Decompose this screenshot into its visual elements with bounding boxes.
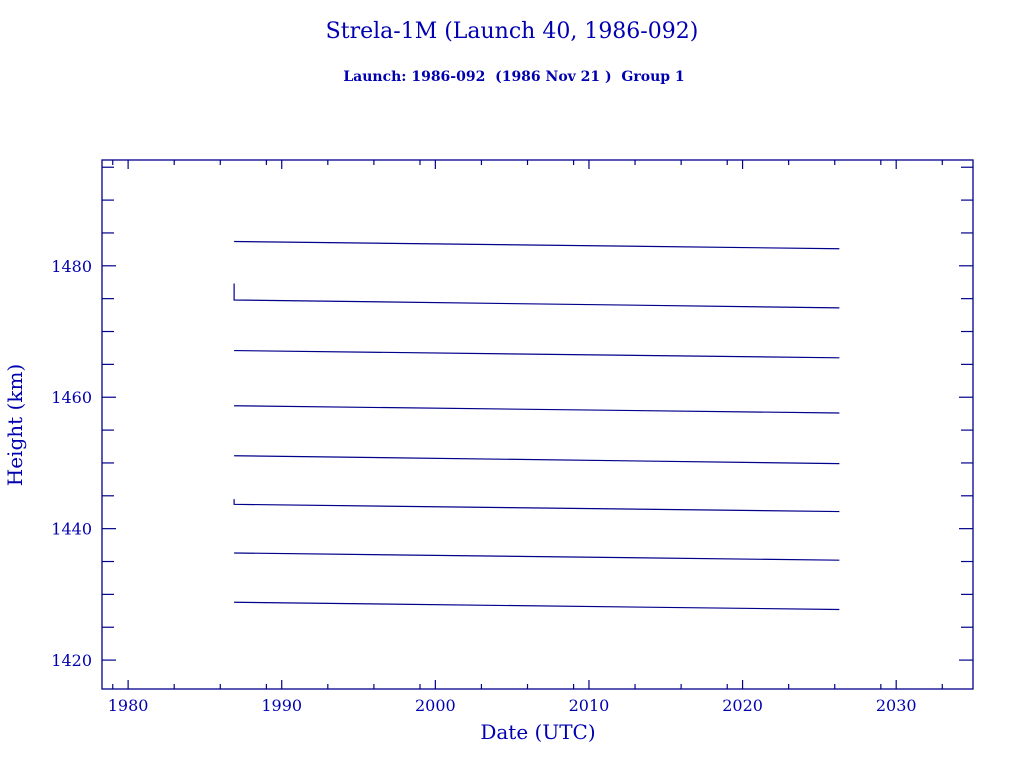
x-tick-label: 1980 xyxy=(108,696,149,715)
y-tick-label: 1440 xyxy=(51,520,92,539)
y-tick-label: 1420 xyxy=(51,651,92,670)
y-axis-label: Height (km) xyxy=(3,364,27,486)
height-series-line-8 xyxy=(234,601,840,611)
plot-frame xyxy=(101,159,974,690)
height-series-line-5 xyxy=(234,455,840,465)
height-series-line-3 xyxy=(234,349,840,359)
x-axis-label: Date (UTC) xyxy=(480,720,595,744)
x-tick-label: 1990 xyxy=(261,696,302,715)
chart-subtitle: Launch: 1986-092 (1986 Nov 21 ) Group 1 xyxy=(343,69,684,85)
x-tick-label: 2000 xyxy=(415,696,456,715)
y-tick-label: 1460 xyxy=(51,388,92,407)
height-series-line-4 xyxy=(234,405,840,414)
height-series-line-7 xyxy=(234,552,840,561)
x-tick-label: 2030 xyxy=(876,696,917,715)
chart-title: Strela-1M (Launch 40, 1986-092) xyxy=(326,19,699,44)
height-series-line-6 xyxy=(233,499,840,513)
y-tick-label: 1480 xyxy=(51,257,92,276)
x-tick-label: 2020 xyxy=(722,696,763,715)
height-series-line-2 xyxy=(233,283,840,309)
x-tick-label: 2010 xyxy=(569,696,610,715)
height-series-line-1 xyxy=(234,240,840,250)
